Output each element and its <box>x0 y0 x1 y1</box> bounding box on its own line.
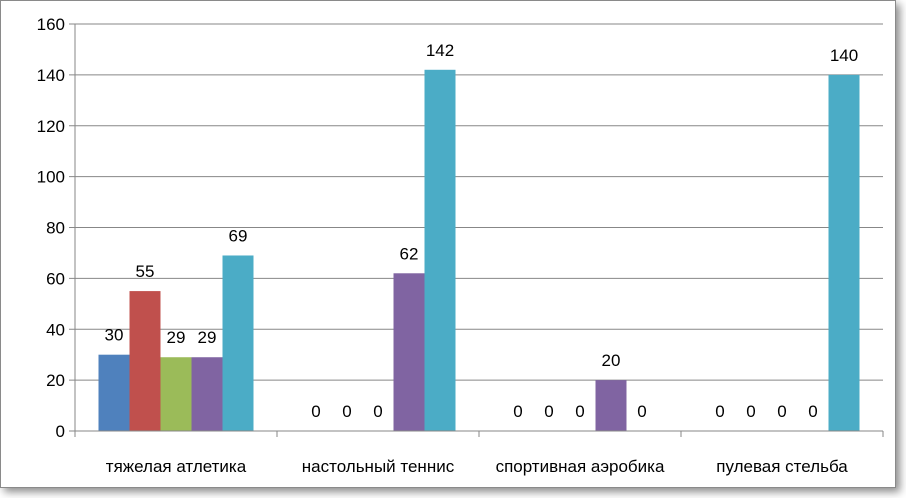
data-label: 0 <box>513 402 522 421</box>
y-tick-label: 100 <box>37 168 65 187</box>
bar <box>595 380 627 431</box>
data-label: 0 <box>311 402 320 421</box>
data-label: 69 <box>229 226 248 245</box>
data-label: 0 <box>637 402 646 421</box>
bar <box>129 291 161 431</box>
data-label: 20 <box>602 351 621 370</box>
bar <box>98 354 130 431</box>
data-label: 29 <box>167 328 186 347</box>
category-labels: тяжелая атлетика настольный теннис спортив… <box>106 457 848 476</box>
data-label: 0 <box>342 402 351 421</box>
bar <box>160 357 192 431</box>
data-labels: 30 55 29 29 69 0 0 0 62 142 0 0 0 20 0 0 0 0 0 140 <box>105 41 859 421</box>
bar <box>393 273 425 431</box>
category-label: настольный теннис <box>302 457 455 476</box>
bar <box>828 74 860 431</box>
category-label: пулевая стельба <box>716 457 848 476</box>
bar <box>222 255 254 431</box>
y-tick-label: 80 <box>46 219 65 238</box>
y-tick-label: 160 <box>37 15 65 34</box>
category-label: тяжелая атлетика <box>106 457 247 476</box>
data-label: 0 <box>777 402 786 421</box>
data-label: 0 <box>715 402 724 421</box>
y-tick-label: 120 <box>37 117 65 136</box>
data-label: 0 <box>373 402 382 421</box>
bar <box>424 69 456 431</box>
data-label: 55 <box>136 262 155 281</box>
data-label: 140 <box>830 46 858 65</box>
data-label: 0 <box>544 402 553 421</box>
y-tick-labels: 0 20 40 60 80 100 120 140 160 <box>37 15 65 441</box>
gridlines <box>75 23 883 381</box>
y-tick-label: 140 <box>37 66 65 85</box>
y-tick-label: 20 <box>46 371 65 390</box>
axes <box>69 23 884 437</box>
bar <box>191 357 223 431</box>
bars <box>98 69 860 431</box>
data-label: 0 <box>575 402 584 421</box>
data-label: 0 <box>746 402 755 421</box>
data-label: 142 <box>426 41 454 60</box>
data-label: 62 <box>400 244 419 263</box>
data-label: 0 <box>808 402 817 421</box>
data-label: 30 <box>105 326 124 345</box>
category-label: спортивная аэробика <box>496 457 665 476</box>
y-tick-label: 60 <box>46 269 65 288</box>
data-label: 29 <box>198 328 217 347</box>
y-tick-label: 40 <box>46 320 65 339</box>
y-tick-label: 0 <box>56 422 65 441</box>
